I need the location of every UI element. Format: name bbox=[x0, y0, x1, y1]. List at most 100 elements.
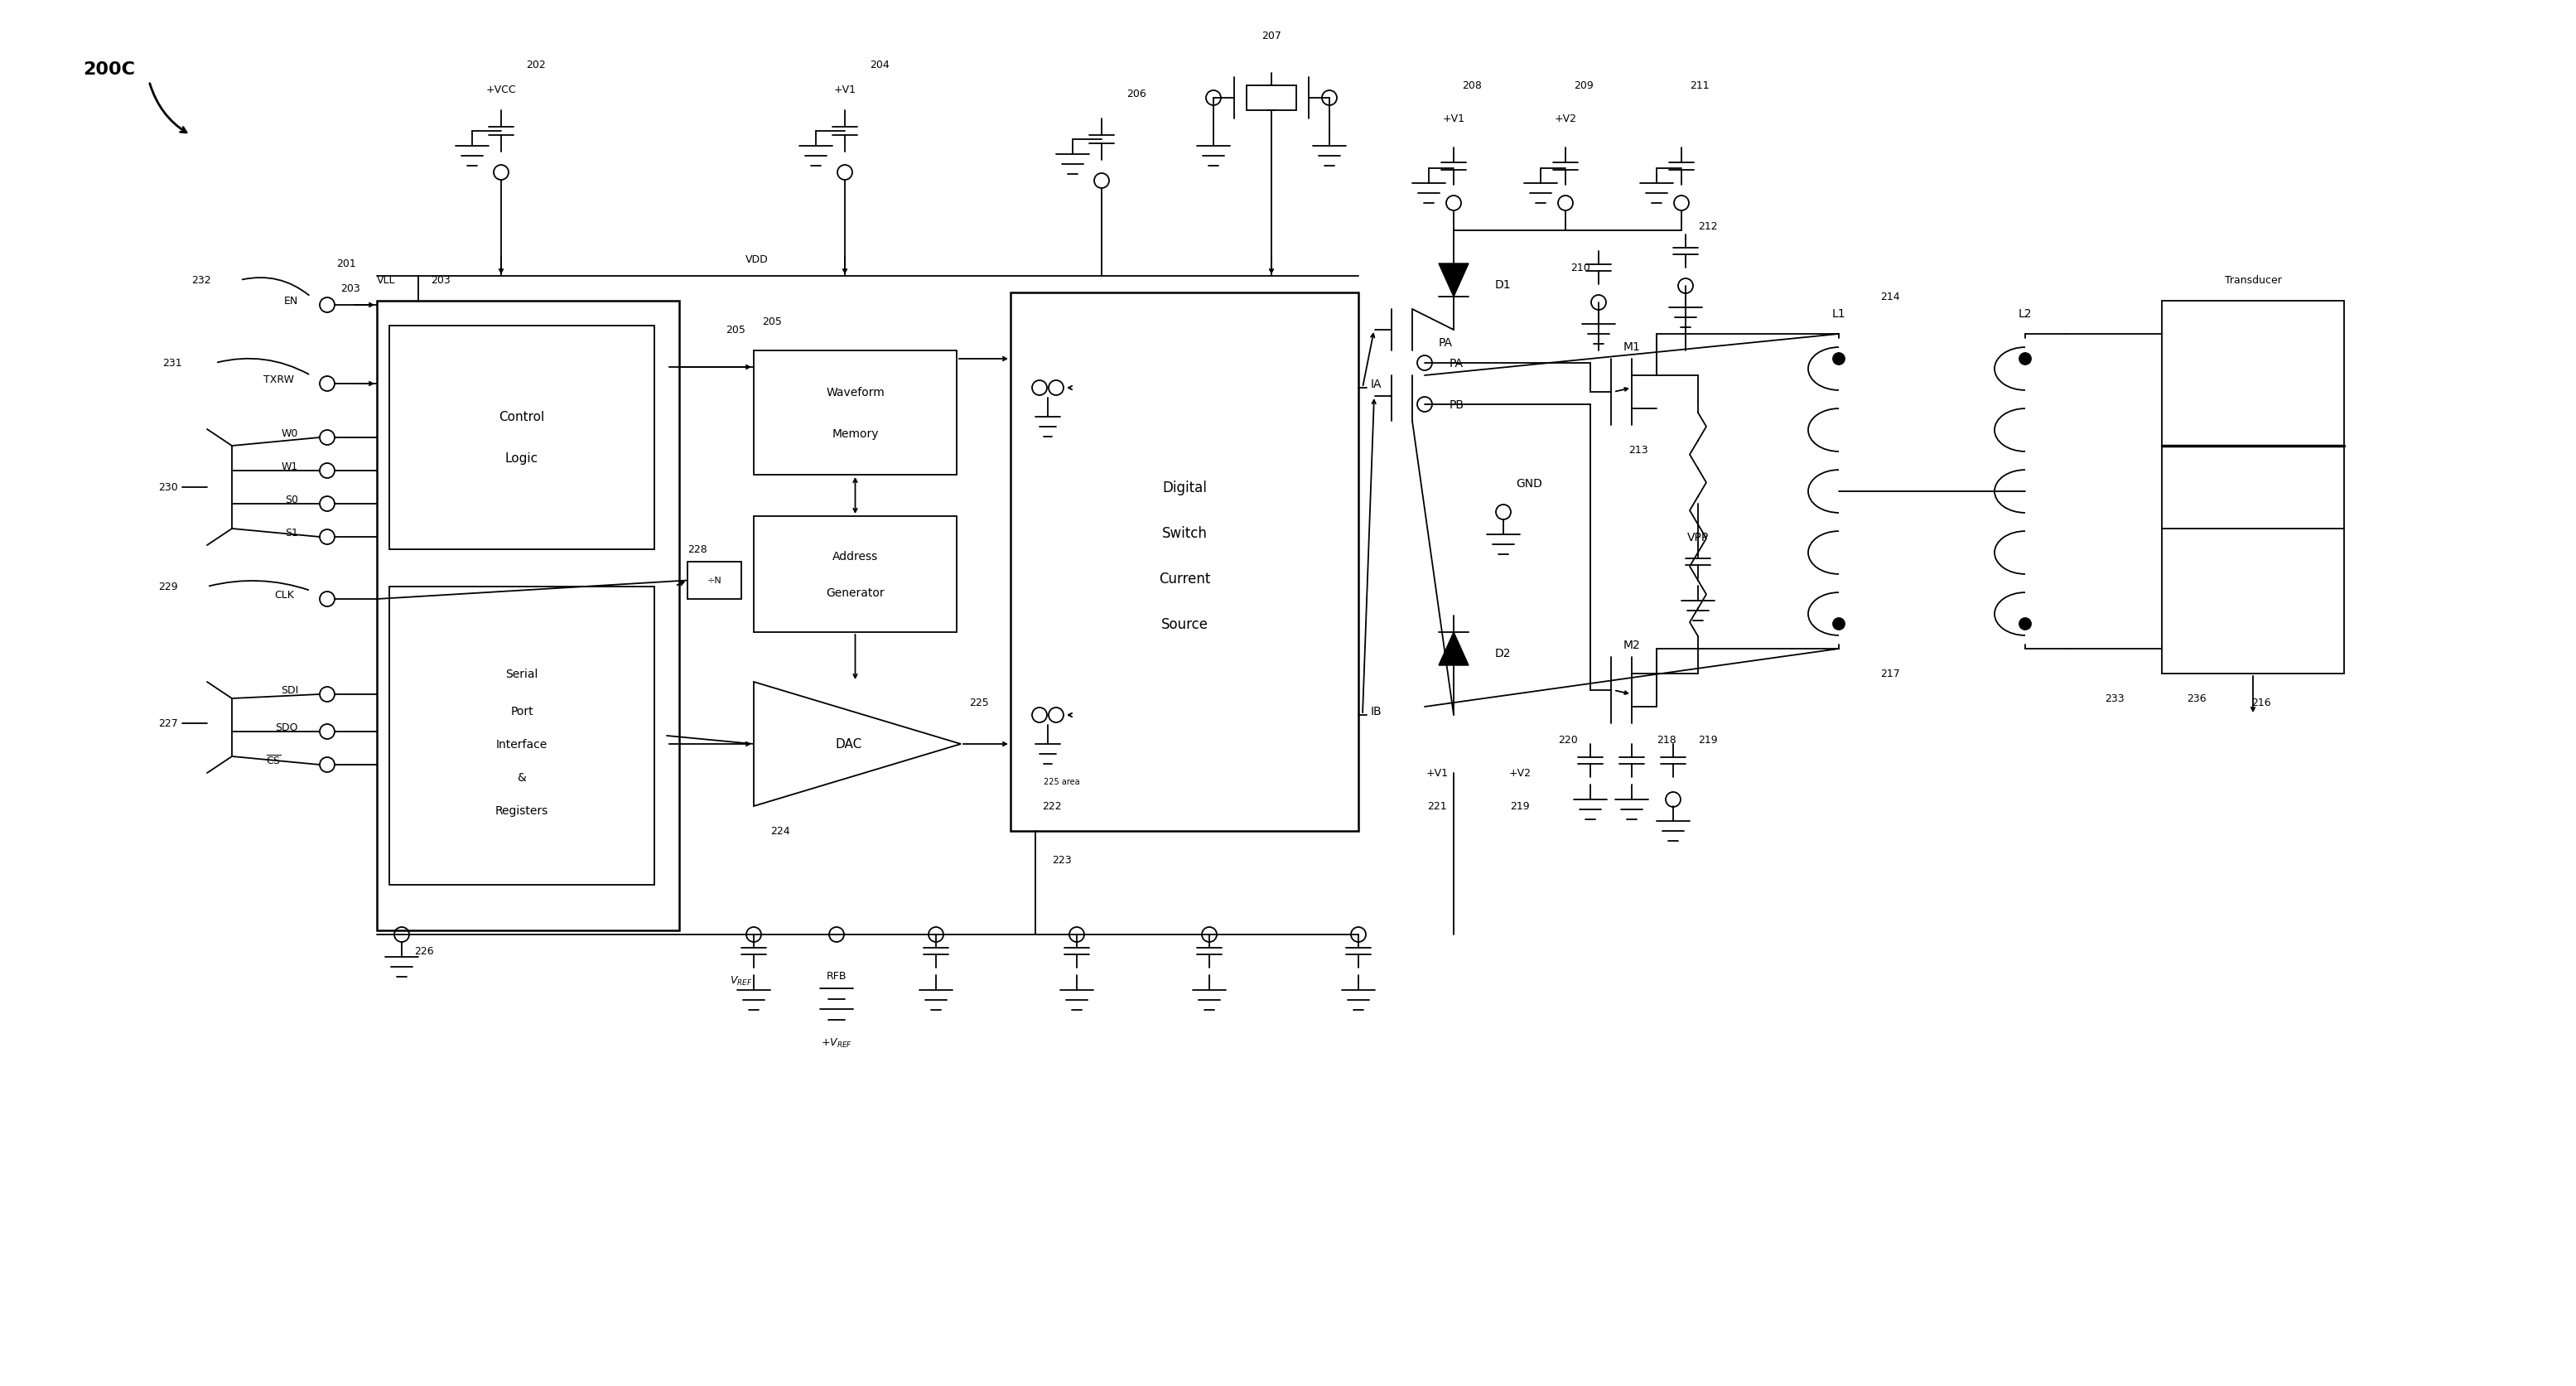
Text: 224: 224 bbox=[770, 826, 791, 837]
Text: &: & bbox=[518, 772, 526, 783]
Text: IB: IB bbox=[1370, 705, 1383, 717]
Polygon shape bbox=[1440, 632, 1468, 665]
Text: SDO: SDO bbox=[276, 722, 299, 733]
Text: 202: 202 bbox=[526, 60, 546, 71]
Text: 229: 229 bbox=[160, 582, 178, 592]
Text: Memory: Memory bbox=[832, 428, 878, 439]
Text: Serial: Serial bbox=[505, 668, 538, 679]
Circle shape bbox=[1834, 353, 1844, 365]
Text: $\overline{\mathsf{CS}}$: $\overline{\mathsf{CS}}$ bbox=[265, 754, 281, 768]
Text: +V1: +V1 bbox=[835, 85, 855, 96]
Text: Logic: Logic bbox=[505, 452, 538, 464]
Text: M1: M1 bbox=[1623, 341, 1641, 352]
Bar bbox=[389, 588, 654, 886]
Text: +V1: +V1 bbox=[1443, 114, 1466, 125]
Text: Registers: Registers bbox=[495, 805, 549, 816]
Circle shape bbox=[2020, 353, 2030, 365]
Text: 213: 213 bbox=[1628, 445, 1649, 456]
Text: IA: IA bbox=[1370, 378, 1381, 389]
Text: 217: 217 bbox=[1880, 668, 1901, 679]
Bar bbox=[755, 517, 956, 632]
Text: 201: 201 bbox=[337, 259, 355, 269]
Text: RFB: RFB bbox=[827, 970, 848, 981]
Text: 208: 208 bbox=[1463, 80, 1481, 91]
Bar bbox=[755, 351, 956, 475]
Text: Current: Current bbox=[1159, 571, 1211, 586]
Text: Address: Address bbox=[832, 550, 878, 563]
Text: CLK: CLK bbox=[273, 590, 294, 600]
Text: M2: M2 bbox=[1623, 639, 1641, 651]
Text: 218: 218 bbox=[1656, 735, 1677, 746]
Text: $V_{REF}$: $V_{REF}$ bbox=[729, 974, 752, 987]
Text: +V2: +V2 bbox=[1510, 768, 1530, 779]
Text: W0: W0 bbox=[281, 428, 299, 439]
Text: 214: 214 bbox=[1880, 292, 1901, 302]
Text: Control: Control bbox=[500, 412, 544, 424]
Text: W1: W1 bbox=[281, 462, 299, 473]
Text: 231: 231 bbox=[162, 358, 183, 369]
Text: +V2: +V2 bbox=[1553, 114, 1577, 125]
Text: 226: 226 bbox=[415, 945, 433, 956]
Text: S1: S1 bbox=[286, 528, 299, 539]
Text: 206: 206 bbox=[1126, 89, 1146, 100]
Bar bbox=[389, 326, 654, 550]
Text: VLL: VLL bbox=[376, 276, 397, 286]
Text: TXRW: TXRW bbox=[263, 374, 294, 385]
Text: 205: 205 bbox=[726, 324, 744, 335]
Text: 207: 207 bbox=[1262, 30, 1280, 42]
Text: EN: EN bbox=[283, 297, 299, 306]
Text: 219: 219 bbox=[1698, 735, 1718, 746]
Text: 205: 205 bbox=[762, 316, 781, 327]
Text: SDI: SDI bbox=[281, 685, 299, 696]
Text: VPP: VPP bbox=[1687, 532, 1708, 543]
Text: 227: 227 bbox=[157, 718, 178, 729]
Polygon shape bbox=[1440, 265, 1468, 297]
Text: Interface: Interface bbox=[497, 739, 549, 750]
Text: Port: Port bbox=[510, 705, 533, 717]
Circle shape bbox=[1834, 618, 1844, 631]
Text: Waveform: Waveform bbox=[827, 387, 884, 398]
Text: L1: L1 bbox=[1832, 308, 1844, 320]
Text: GND: GND bbox=[1515, 478, 1543, 489]
Text: 204: 204 bbox=[871, 60, 889, 71]
Text: 233: 233 bbox=[2105, 693, 2125, 704]
Text: 230: 230 bbox=[157, 482, 178, 493]
Bar bbox=[688, 563, 742, 599]
Text: PB: PB bbox=[1450, 399, 1463, 410]
Text: PA: PA bbox=[1437, 337, 1453, 348]
Text: 212: 212 bbox=[1698, 222, 1718, 233]
Text: $+V_{REF}$: $+V_{REF}$ bbox=[822, 1037, 853, 1049]
Text: 216: 216 bbox=[2251, 697, 2272, 708]
Bar bbox=[1010, 292, 1358, 832]
Text: Transducer: Transducer bbox=[2226, 276, 2282, 286]
Text: 209: 209 bbox=[1574, 80, 1595, 91]
Text: Generator: Generator bbox=[827, 588, 884, 599]
Text: 228: 228 bbox=[688, 545, 708, 556]
Text: +VCC: +VCC bbox=[487, 85, 515, 96]
Text: 200C: 200C bbox=[82, 61, 134, 78]
Bar bbox=[376, 301, 680, 930]
Text: 203: 203 bbox=[430, 276, 451, 286]
Text: L2: L2 bbox=[2020, 308, 2032, 320]
Circle shape bbox=[2020, 618, 2030, 631]
Text: ÷N: ÷N bbox=[706, 577, 721, 585]
Text: +V1: +V1 bbox=[1427, 768, 1448, 779]
Text: Switch: Switch bbox=[1162, 525, 1208, 541]
Text: 223: 223 bbox=[1051, 855, 1072, 866]
Text: 210: 210 bbox=[1571, 263, 1589, 273]
Text: D2: D2 bbox=[1494, 647, 1512, 660]
Text: Source: Source bbox=[1162, 617, 1208, 632]
Text: 220: 220 bbox=[1558, 735, 1579, 746]
Text: 225 area: 225 area bbox=[1043, 778, 1079, 786]
Bar bbox=[2161, 301, 2344, 674]
Text: 221: 221 bbox=[1427, 801, 1448, 812]
Text: 236: 236 bbox=[2187, 693, 2205, 704]
Text: PA: PA bbox=[1450, 358, 1463, 369]
Text: DAC: DAC bbox=[835, 739, 863, 751]
Text: 203: 203 bbox=[340, 284, 361, 294]
Text: 211: 211 bbox=[1690, 80, 1710, 91]
Text: D1: D1 bbox=[1494, 279, 1512, 291]
Text: 232: 232 bbox=[191, 276, 211, 286]
Text: Digital: Digital bbox=[1162, 480, 1206, 495]
Text: VDD: VDD bbox=[744, 255, 768, 265]
